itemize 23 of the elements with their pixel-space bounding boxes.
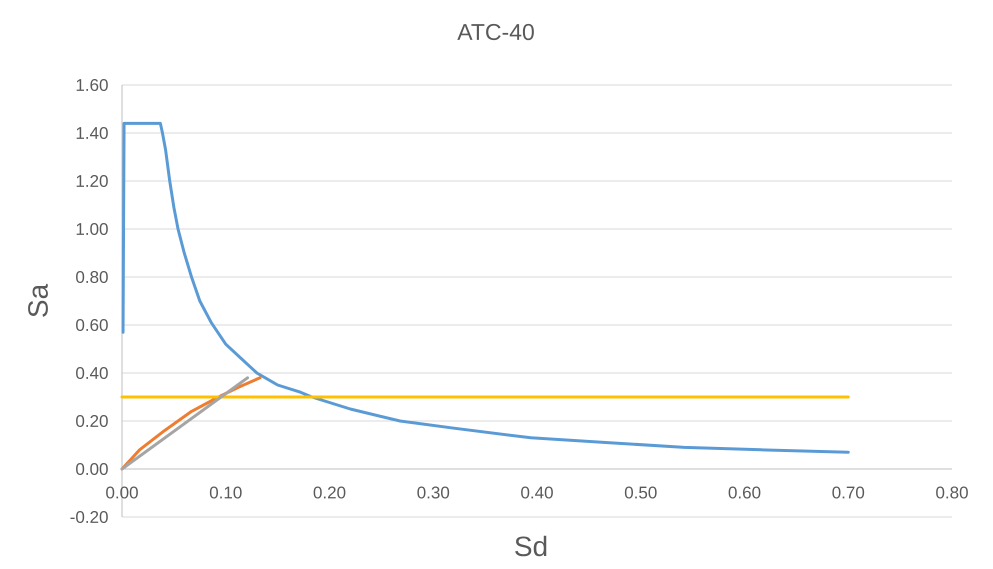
y-tick-label: 0.20 [76, 414, 108, 428]
y-tick-label: 1.00 [76, 222, 108, 236]
y-tick-label: 0.00 [76, 462, 108, 476]
x-tick-label: 0.00 [106, 486, 138, 499]
x-axis-title: Sd [515, 536, 546, 556]
x-tick-label: 0.60 [728, 486, 760, 499]
y-tick-label: -0.20 [70, 510, 108, 524]
x-tick-label: 0.40 [521, 486, 553, 499]
line-series [122, 122, 850, 454]
x-tick-label: 0.80 [936, 486, 968, 499]
chart-title: ATC-40 [457, 24, 534, 40]
y-tick-label: 1.40 [76, 126, 108, 140]
y-tick-label: 1.60 [76, 78, 108, 92]
x-tick-label: 0.50 [624, 486, 657, 499]
y-tick-label: 0.60 [76, 318, 108, 332]
x-tick-label: 0.10 [210, 486, 242, 499]
y-tick-label: 0.40 [76, 366, 108, 380]
y-axis-title: Sa [28, 284, 48, 317]
y-tick-label: 0.80 [76, 270, 108, 284]
x-tick-label: 0.70 [832, 486, 864, 499]
x-tick-label: 0.30 [417, 486, 450, 499]
y-tick-label: 1.20 [76, 174, 108, 188]
x-tick-label: 0.20 [314, 486, 346, 499]
